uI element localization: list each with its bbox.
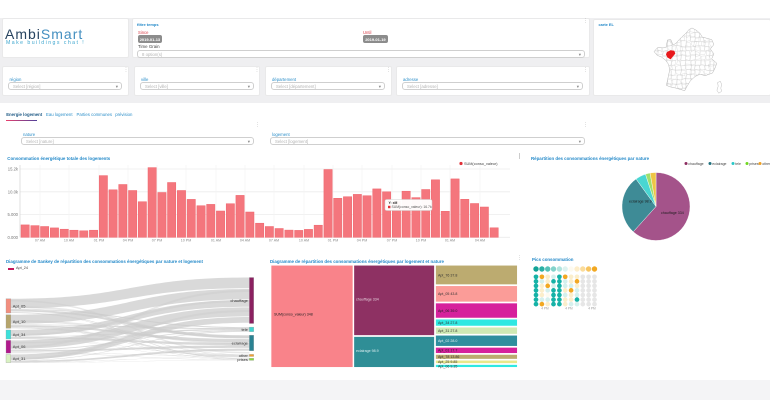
svg-text:SUM(conso_valeur): 16.7k: SUM(conso_valeur): 16.7k (392, 205, 432, 209)
svg-text:10 AM: 10 AM (64, 239, 74, 243)
svg-text:01 AM: 01 AM (211, 239, 221, 243)
svg-text:10 AM: 10 AM (299, 239, 309, 243)
svg-text:Apt_76 37.8: Apt_76 37.8 (438, 273, 457, 277)
svg-text:tele: tele (735, 162, 741, 166)
svg-text:Apt_01 17.7: Apt_01 17.7 (438, 349, 457, 353)
svg-text:prises: prises (237, 357, 248, 362)
svg-text:SUM(conso_valeur) 348: SUM(conso_valeur) 348 (274, 313, 313, 317)
svg-text:01 PM: 01 PM (94, 239, 104, 243)
svg-text:eclairage: eclairage (712, 162, 726, 166)
svg-text:tele: tele (241, 327, 248, 332)
svg-text:Apt_05: Apt_05 (13, 303, 26, 308)
svg-text:chauffage 334: chauffage 334 (356, 298, 379, 302)
svg-text:07 AM: 07 AM (269, 239, 279, 243)
svg-text:Y: xM: Y: xM (389, 201, 398, 205)
svg-text:eclairage: eclairage (232, 341, 249, 346)
svg-text:15.2k: 15.2k (8, 167, 19, 172)
svg-text:Apt_05 43.8: Apt_05 43.8 (438, 292, 457, 296)
svg-text:eclairage 98.9: eclairage 98.9 (356, 349, 379, 353)
svg-text:Apt_31 27.8: Apt_31 27.8 (438, 329, 457, 333)
svg-text:07 PM: 07 PM (387, 239, 397, 243)
svg-text:10 PM: 10 PM (181, 239, 191, 243)
svg-text:chauffage: chauffage (688, 162, 703, 166)
svg-text:Apt_06: Apt_06 (13, 344, 26, 349)
svg-text:Apt_34: Apt_34 (13, 332, 26, 337)
svg-text:4 PM: 4 PM (541, 307, 549, 311)
svg-text:Apt_25 9.85: Apt_25 9.85 (438, 360, 457, 364)
svg-text:SUM(conso_valeur): SUM(conso_valeur) (464, 162, 498, 166)
svg-text:Apt_06 39.0: Apt_06 39.0 (438, 309, 457, 313)
svg-text:10 PM: 10 PM (416, 239, 426, 243)
svg-text:0.000: 0.000 (8, 235, 19, 240)
svg-text:01 AM: 01 AM (445, 239, 455, 243)
svg-text:5.000: 5.000 (8, 212, 19, 217)
svg-text:Apt_10: Apt_10 (13, 319, 26, 324)
svg-text:04 AM: 04 AM (240, 239, 250, 243)
svg-text:4 PM: 4 PM (565, 307, 573, 311)
svg-text:07 AM: 07 AM (35, 239, 45, 243)
svg-text:other: other (239, 353, 249, 358)
svg-text:Apt_06 9.35: Apt_06 9.35 (438, 364, 457, 368)
svg-text:04 PM: 04 PM (123, 239, 133, 243)
svg-text:Apt_31: Apt_31 (13, 356, 26, 361)
svg-text:01 PM: 01 PM (328, 239, 338, 243)
svg-text:Apt_02 28.0: Apt_02 28.0 (438, 339, 457, 343)
svg-text:10.0k: 10.0k (8, 189, 19, 194)
svg-text:04 AM: 04 AM (475, 239, 485, 243)
svg-text:eclairage 98.9: eclairage 98.9 (629, 200, 652, 204)
svg-text:07 PM: 07 PM (152, 239, 162, 243)
svg-text:04 PM: 04 PM (357, 239, 367, 243)
svg-text:other: other (762, 162, 770, 166)
svg-text:chauffage: chauffage (230, 298, 248, 303)
svg-text:prises: prises (749, 162, 759, 166)
svg-text:chauffage 334: chauffage 334 (661, 211, 684, 215)
svg-text:Apt_78 13.86: Apt_78 13.86 (438, 355, 459, 359)
svg-text:4 PM: 4 PM (588, 307, 596, 311)
svg-text:Apt_34 27.8: Apt_34 27.8 (438, 321, 457, 325)
